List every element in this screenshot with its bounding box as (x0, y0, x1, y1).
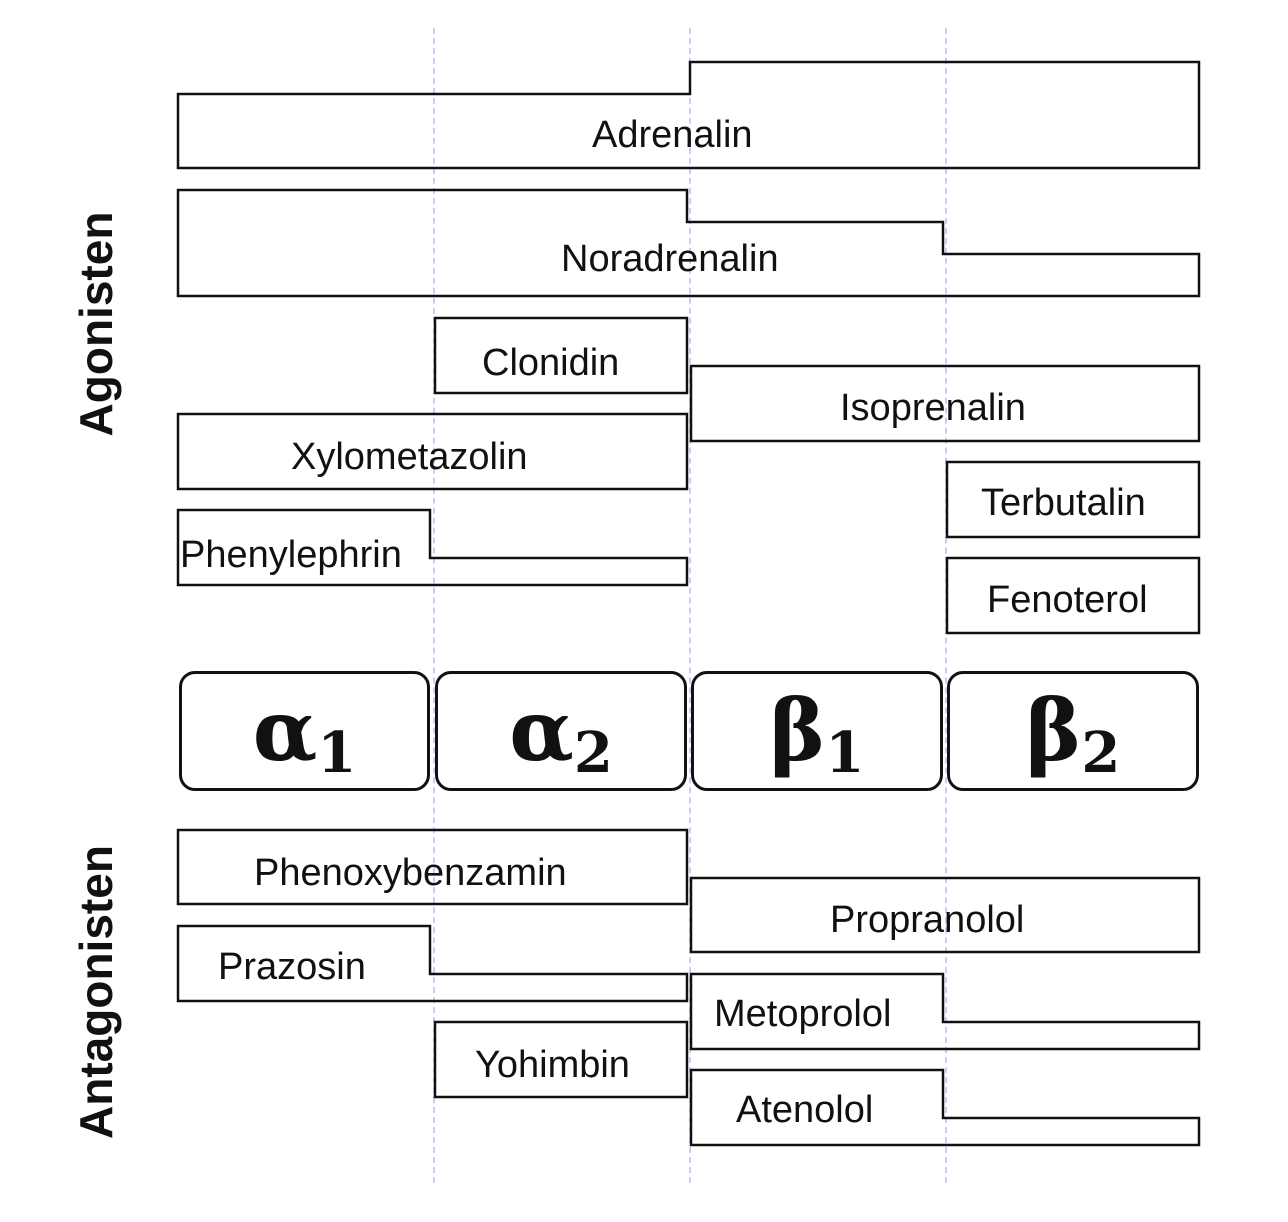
bar-noradrenalin (176, 188, 1201, 298)
bar-terbutalin (945, 460, 1201, 539)
label-atenolol: Atenolol (736, 1089, 874, 1131)
divider-alpha2-beta1 (689, 28, 691, 1183)
bar-metoprolol (689, 972, 1201, 1051)
receptor-alpha1-subscript: 1 (317, 720, 357, 786)
bar-propranolol (689, 876, 1201, 954)
label-prazosin: Prazosin (218, 946, 366, 988)
bar-yohimbin (433, 1020, 689, 1099)
label-phenylephrin: Phenylephrin (180, 534, 402, 576)
receptor-beta2-symbol: β (1025, 681, 1082, 780)
label-terbutalin: Terbutalin (981, 482, 1146, 524)
receptor-beta2-subscript: 2 (1081, 720, 1121, 786)
label-isoprenalin: Isoprenalin (840, 387, 1026, 429)
bar-phenoxybenzamin (176, 828, 689, 906)
bar-atenolol (689, 1068, 1201, 1147)
divider-alpha1-alpha2 (433, 28, 435, 1183)
bar-clonidin (433, 316, 689, 395)
label-metoprolol: Metoprolol (714, 993, 892, 1035)
receptor-alpha2-subscript: 2 (573, 720, 613, 786)
label-phenoxybenzamin: Phenoxybenzamin (254, 852, 567, 894)
label-clonidin: Clonidin (482, 342, 620, 384)
bar-adrenalin (176, 60, 1201, 170)
label-fenoterol: Fenoterol (987, 579, 1148, 621)
bar-isoprenalin (689, 364, 1201, 443)
bar-xylometazolin (176, 412, 689, 491)
label-adrenalin: Adrenalin (592, 114, 753, 156)
receptor-beta1-subscript: 1 (825, 720, 865, 786)
bar-fenoterol (945, 556, 1201, 635)
label-noradrenalin: Noradrenalin (561, 238, 779, 280)
bar-phenylephrin (176, 508, 689, 587)
receptor-beta1-symbol: β (769, 681, 826, 780)
bar-prazosin (176, 924, 689, 1003)
label-propranolol: Propranolol (830, 899, 1025, 941)
label-yohimbin: Yohimbin (475, 1044, 630, 1086)
label-xylometazolin: Xylometazolin (291, 436, 528, 478)
receptor-alpha2-symbol: α (509, 681, 574, 780)
receptor-alpha1-symbol: α (252, 681, 318, 780)
